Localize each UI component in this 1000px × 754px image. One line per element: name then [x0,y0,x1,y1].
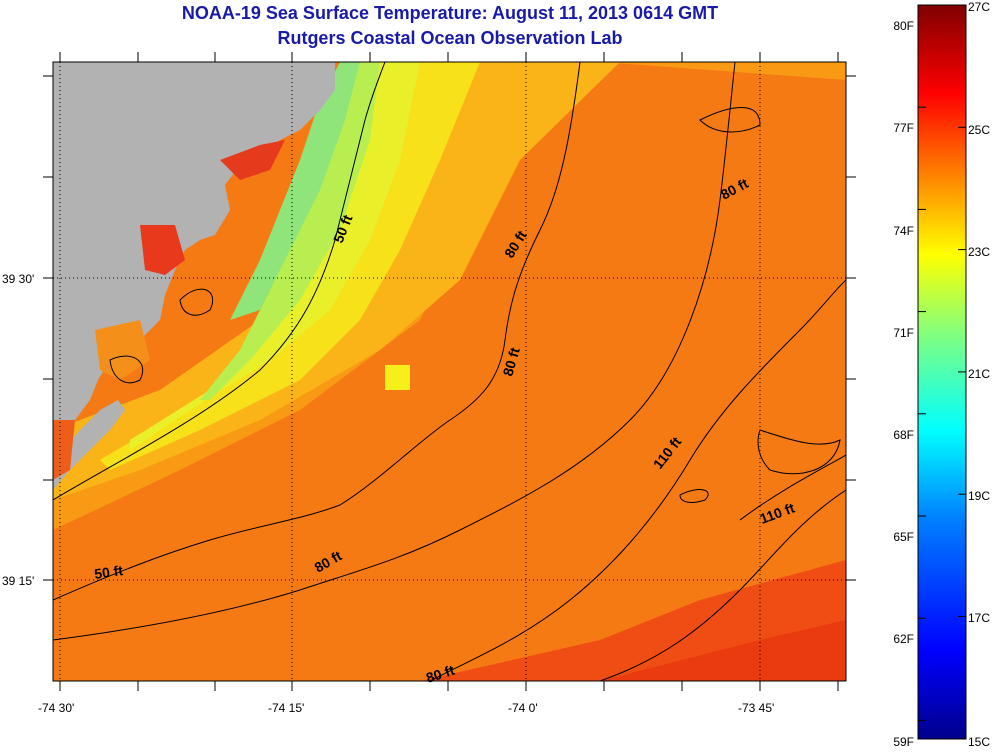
colorbar-f-label: 68F [893,428,914,442]
graticule [53,62,846,681]
colorbar-f-label: 59F [893,735,914,749]
sst-field [53,62,846,681]
lon-label: -74 30' [38,701,74,715]
colorbar-c-label: 23C [968,245,990,259]
colorbar-c-label: 21C [968,367,990,381]
colorbar-ticks [918,4,966,740]
colorbar-c-label: 17C [968,611,990,625]
colorbar-c-label: 25C [968,123,990,137]
map-frame [52,61,847,682]
lon-label: -73 45' [738,701,774,715]
colorbar-c-label: 27C [968,0,990,14]
colorbar-f-label: 77F [893,121,914,135]
chart-subtitle: Rutgers Coastal Ocean Observation Lab [277,28,623,48]
axis-ticks [43,52,856,691]
lon-label: -74 0' [508,701,538,715]
lon-label: -74 15' [268,701,304,715]
lat-label: 39 30' [2,272,34,286]
chart-title: NOAA-19 Sea Surface Temperature: August … [181,3,719,23]
colorbar-c-label: 15C [968,735,990,749]
colorbar-f-label: 62F [893,632,914,646]
colorbar-f-label: 71F [893,326,914,340]
depth-contours [53,62,846,681]
colorbar-f-label: 74F [893,224,914,238]
colorbar-c-label: 19C [968,489,990,503]
contour-label: 80 ft [500,345,523,377]
contour-label: 50 ft [93,562,124,582]
colorbar-f-label: 65F [893,530,914,544]
colorbar-f-label: 80F [893,19,914,33]
lat-label: 39 15' [2,574,34,588]
